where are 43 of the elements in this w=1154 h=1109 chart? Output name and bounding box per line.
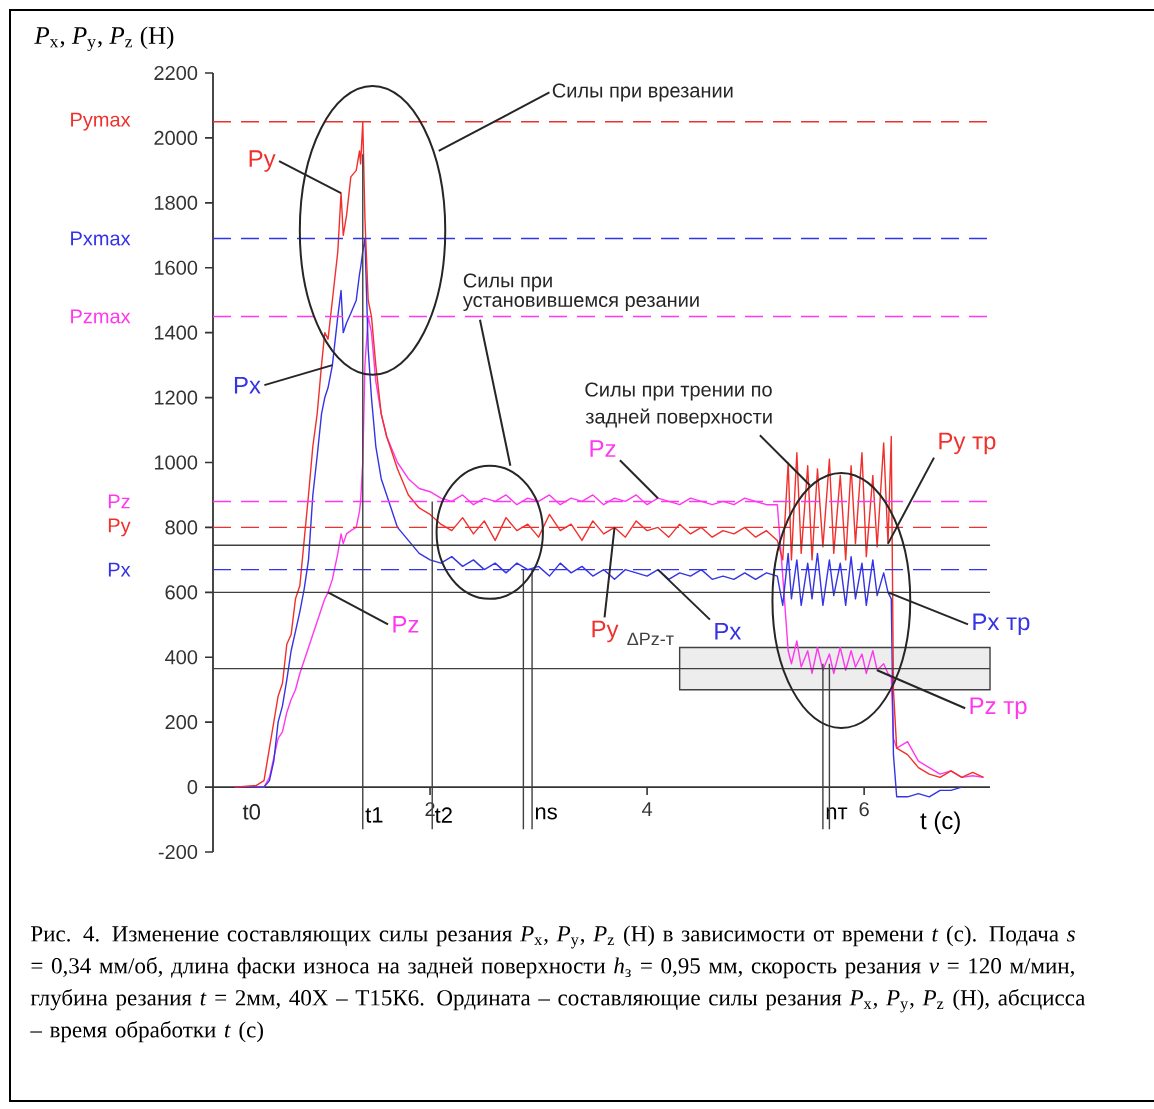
ref-line-label: Pymax	[71, 112, 131, 131]
annotation: t0	[242, 804, 261, 820]
annotation: Px	[234, 376, 261, 394]
ref-line-label: t1	[365, 807, 383, 823]
y-tick-label: -200	[158, 844, 198, 860]
ref-line-label: Pz	[108, 494, 130, 509]
y-tick-label: 2000	[154, 130, 198, 145]
annotation: установившемся резании	[462, 296, 699, 312]
annotation: Px	[715, 623, 742, 640]
x-axis-title: t (с)	[920, 811, 960, 834]
y-tick-label: 0	[187, 780, 198, 795]
ref-line-label: Pzmax	[71, 309, 131, 324]
ref-line-label: Pxmax	[71, 231, 131, 246]
ref-line-label: Py	[108, 518, 131, 537]
band-label: ΔPz-т	[627, 632, 674, 646]
y-tick-label: 800	[165, 520, 198, 535]
x-tick-label: 6	[859, 802, 869, 817]
y-tick-label: 400	[165, 650, 198, 665]
annotation: задней поверхности	[585, 408, 772, 428]
ref-line-label: ns	[535, 807, 557, 820]
annotation: Силы при трении по	[585, 382, 772, 401]
y-tick-label: 1600	[154, 260, 198, 275]
annotation: Px тр	[973, 613, 1030, 636]
y-tick-label: 2200	[154, 65, 198, 81]
text: P$_{x}$, P$_{y}$, P$_{z}$ (Н)	[34, 26, 174, 52]
annotation: Pz	[393, 616, 419, 633]
y-tick-label: 1200	[154, 390, 198, 405]
y-tick-label: 1000	[154, 455, 198, 470]
annotation: Py	[592, 620, 619, 643]
annotation: Силы при	[463, 273, 552, 292]
annotation: Py тр	[939, 432, 996, 455]
y-tick-label: 600	[165, 585, 198, 600]
ref-line-label: Px	[108, 562, 131, 577]
text: Рис. 4. Изменение составляющих силы резания P$_{x}$, P$_{y}$, P$_{z}$ (Н) в зависимости от времени t (с). Подача s = 0,34 мм/об, длина фаски износа на задней поверхности h$_{з}$ = 0,95 мм, скорость резания v = 120 м/мин, глубина резания t = 2мм, 40Х – Т15К6. Ордината – составляющие силы резания P$_{x}$, P$_{y}$, P$_{z}$ (Н), абсцисса – время обработки t (с)	[30, 925, 1086, 1043]
annotation: Силы при врезании	[552, 83, 733, 102]
ref-line-label: t2	[434, 807, 452, 823]
annotation: Py	[249, 150, 276, 172]
y-tick-label: 1400	[154, 325, 198, 340]
y-tick-label: 200	[165, 715, 198, 730]
y-tick-label: 1800	[154, 195, 198, 210]
annotation: Pz тр	[970, 697, 1027, 719]
annotation: Pz	[590, 440, 616, 457]
x-tick-label: 4	[642, 802, 653, 816]
